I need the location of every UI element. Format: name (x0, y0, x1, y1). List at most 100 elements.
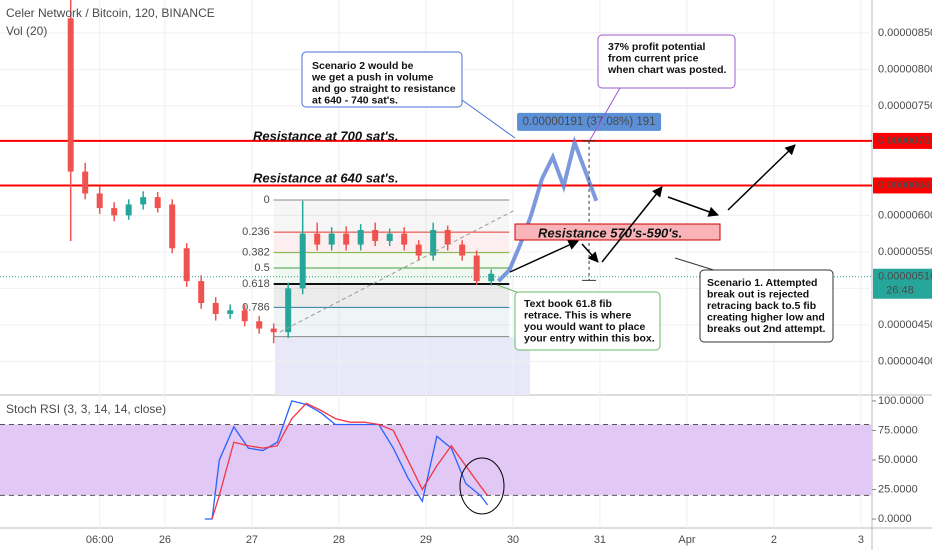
fib-band (273, 284, 510, 308)
measure-box (517, 112, 662, 131)
candle-body (227, 310, 234, 314)
candle-body (96, 193, 103, 209)
x-tick-label: 06:00 (86, 534, 114, 546)
price-tag (873, 177, 932, 194)
callout-text: Scenario 1. Attempted (707, 277, 817, 289)
candle-body (111, 208, 118, 216)
arrow (581, 243, 599, 263)
fib-label: 0.5 (254, 262, 269, 274)
y-tick-label: 0.00000400 (878, 355, 932, 367)
callout-text: retracing back to.5 fib (707, 300, 816, 312)
candle-body (314, 233, 321, 245)
resistance-zone (514, 223, 721, 241)
candle-body (386, 233, 393, 241)
candle-body (212, 303, 219, 314)
fib-label: 0.382 (242, 247, 270, 259)
arrow (727, 144, 796, 211)
y-tick-label: 75.0000 (878, 424, 918, 436)
y-tick-label: 0.0000 (878, 513, 912, 525)
candle-body (169, 204, 176, 249)
candle-body (328, 233, 335, 245)
y-tick-label: 0.00000600 (878, 209, 932, 221)
symbol-title: Celer Network / Bitcoin, 120, BINANCE (6, 6, 215, 20)
fib-label: 0 (264, 194, 270, 206)
fib-band (273, 267, 510, 285)
candle-body (183, 248, 190, 282)
price-tag-label: 0.00000641 (878, 179, 932, 191)
arrows (509, 144, 796, 273)
candle-body (459, 244, 466, 256)
fib-label: 0.236 (242, 226, 270, 238)
indicator-title: Stoch RSI (3, 3, 14, 14, close) (6, 402, 166, 416)
callout-pointer (589, 87, 621, 141)
candle-body (285, 288, 292, 333)
stoch-line (204, 400, 489, 520)
y-tick-label: 25.0000 (878, 483, 918, 495)
x-tick-label: 30 (507, 534, 519, 546)
candle-body (401, 233, 408, 245)
range-shade (275, 337, 530, 395)
candle-body (270, 328, 277, 333)
candle-body (299, 233, 306, 289)
callout (699, 269, 834, 343)
stoch-line (211, 402, 489, 520)
candle-body (154, 197, 161, 209)
fib-label: 0.618 (242, 278, 270, 290)
price-tag-label: 0.00000516 (878, 271, 932, 283)
candle-body (372, 229, 379, 241)
candle-body (415, 244, 422, 256)
candle-body (241, 310, 248, 322)
arrow (509, 240, 579, 273)
y-tick-label: 0.00000450 (878, 319, 932, 331)
callout-text: and go straight to resistance (312, 83, 456, 95)
zone-label: Resistance 570's-590's. (538, 225, 682, 240)
callout-text: you would want to place (524, 321, 646, 333)
price-tag-label: 0.00000702 (878, 135, 932, 147)
candle-body (343, 233, 350, 245)
y-tick-label: 0.00000550 (878, 246, 932, 258)
callout-text: break out is rejected (707, 288, 809, 300)
y-tick-label: 0.00000800 (878, 63, 932, 75)
callout-text: 37% profit potential (608, 41, 706, 53)
fib-label: 0.786 (242, 301, 270, 313)
callout-text: from current price (608, 52, 699, 64)
projection-line (497, 135, 599, 283)
candle-body (140, 197, 147, 205)
candle-body (473, 255, 480, 282)
callout-text: your entry within this box. (524, 332, 655, 344)
annotations: Resistance 570's-590's. Resistance at 70… (6, 6, 834, 515)
callout (514, 291, 661, 351)
volume-label: Vol (20) (6, 24, 47, 38)
candle-body (82, 171, 89, 194)
fib-band (273, 307, 510, 337)
arrow (601, 186, 663, 263)
callout-text: we get a push in volume (311, 71, 434, 83)
x-tick-label: 2 (771, 534, 777, 546)
candle-body (125, 204, 132, 216)
candle-body (256, 321, 263, 329)
countdown: 26:48 (886, 285, 914, 297)
price-tag (873, 132, 932, 149)
y-tick-label: 100.0000 (878, 395, 924, 407)
callout (597, 34, 736, 89)
y-tick-label: 0.00000750 (878, 100, 932, 112)
arrow (667, 196, 719, 217)
callout-text: creating higher low and (707, 311, 825, 323)
x-tick-label: 3 (858, 534, 864, 546)
x-tick-label: 27 (246, 534, 258, 546)
callout-pointer (461, 99, 516, 139)
callout (301, 51, 463, 108)
candle-body (488, 273, 495, 282)
candle-body (198, 281, 205, 304)
y-tick-label: 50.0000 (878, 454, 918, 466)
y-tick-label: 0.00000850 (878, 27, 932, 39)
fib-band (273, 200, 510, 233)
callout-text: at 640 - 740 sat's. (312, 94, 398, 106)
resistance-label: Resistance at 700 sat's. (253, 128, 398, 143)
x-tick-label: 31 (594, 534, 606, 546)
highlight-circle (459, 457, 505, 515)
price-tag (873, 268, 932, 299)
x-tick-label: 28 (333, 534, 345, 546)
callout-text: Text book 61.8 fib (524, 298, 612, 310)
